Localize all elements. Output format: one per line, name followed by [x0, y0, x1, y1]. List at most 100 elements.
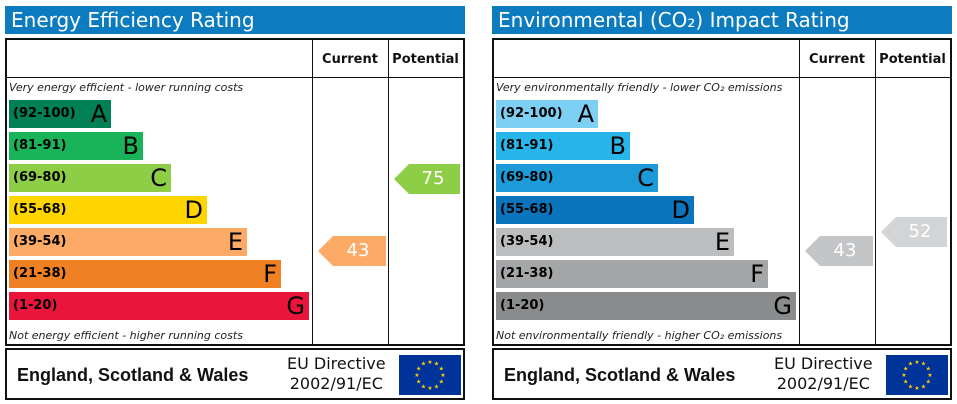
current-rating-arrow: 43 [805, 236, 873, 266]
rating-chart: Current Potential Very environmentally f… [492, 38, 952, 346]
eu-star-icon: ★ [416, 379, 421, 386]
energy-efficiency-panel: Energy Efficiency Rating Current Potenti… [5, 6, 465, 400]
eu-star-icon: ★ [914, 385, 919, 392]
band-range-label: (81-91) [13, 138, 67, 153]
eu-star-icon: ★ [903, 379, 908, 386]
eu-star-icon: ★ [416, 366, 421, 373]
eu-star-icon: ★ [427, 385, 432, 392]
eu-star-icon: ★ [914, 359, 919, 366]
band-letter-label: E [227, 228, 243, 256]
band-range-label: (39-54) [13, 234, 67, 249]
current-rating-value: 43 [833, 240, 857, 261]
eu-star-icon: ★ [440, 372, 445, 379]
environmental-impact-panel: Environmental (CO₂) Impact Rating Curren… [492, 6, 952, 400]
header-divider [494, 77, 950, 78]
eu-star-icon: ★ [927, 372, 932, 379]
band-f: (21-38) F [9, 260, 281, 288]
current-rating-arrow: 43 [318, 236, 386, 266]
band-range-label: (69-80) [500, 170, 554, 185]
panel-title: Environmental (CO₂) Impact Rating [492, 6, 952, 34]
band-letter-label: B [609, 132, 626, 160]
current-rating-arrow-fill [805, 236, 873, 266]
footer-region: England, Scotland & Wales [504, 365, 736, 385]
eu-star-icon: ★ [439, 366, 444, 373]
current-rating-arrow-shape [318, 236, 386, 266]
band-a: (92-100) A [9, 100, 111, 128]
band-range-label: (69-80) [13, 170, 67, 185]
current-column-header: Current [322, 52, 378, 67]
top-caption: Very environmentally friendly - lower CO… [496, 81, 783, 94]
band-f: (21-38) F [496, 260, 768, 288]
band-letter-label: F [750, 260, 764, 288]
footer: England, Scotland & Wales EU Directive 2… [5, 348, 465, 400]
eu-flag-icon: ★★★★★★★★★ ★ ★★ [886, 355, 948, 395]
band-letter-label: A [90, 100, 107, 128]
band-range-label: (1-20) [500, 298, 545, 313]
column-divider [312, 40, 313, 344]
eu-star-icon: ★ [908, 361, 913, 368]
rating-chart: Current Potential Very energy efficient … [5, 38, 465, 346]
potential-rating-arrow: 52 [881, 217, 947, 247]
band-letter-label: A [577, 100, 594, 128]
eu-star-icon: ★ [921, 361, 926, 368]
band-e: (39-54) E [496, 228, 734, 256]
current-column-header: Current [809, 52, 865, 67]
eu-directive-line-1: EU Directive [287, 354, 386, 373]
band-range-label: (1-20) [13, 298, 58, 313]
eu-star-icon: ★ [427, 359, 432, 366]
band-c: (69-80) C [9, 164, 171, 192]
potential-rating-value: 52 [908, 221, 932, 242]
band-letter-label: E [714, 228, 730, 256]
band-c: (69-80) C [496, 164, 658, 192]
eu-star-icon: ★ [908, 383, 913, 390]
band-letter-label: C [150, 164, 167, 192]
band-range-label: (21-38) [500, 266, 554, 281]
eu-star-icon: ★ [926, 379, 931, 386]
potential-rating-arrow-shape [394, 164, 460, 194]
eu-star-icon: ★ [421, 361, 426, 368]
eu-star-icon: ★ [921, 383, 926, 390]
column-divider [875, 40, 876, 344]
eu-directive-line-1: EU Directive [774, 354, 873, 373]
band-letter-label: G [773, 292, 792, 320]
band-g: (1-20) G [496, 292, 796, 320]
band-range-label: (92-100) [13, 106, 76, 121]
eu-star-icon: ★ [439, 379, 444, 386]
bottom-caption: Not environmentally friendly - higher CO… [496, 329, 783, 342]
footer: England, Scotland & Wales EU Directive 2… [492, 348, 952, 400]
eu-star-icon: ★ [421, 383, 426, 390]
band-d: (55-68) D [9, 196, 207, 224]
potential-rating-arrow: 75 [394, 164, 460, 194]
eu-directive: EU Directive 2002/91/EC [774, 354, 873, 394]
band-range-label: (21-38) [13, 266, 67, 281]
footer-region: England, Scotland & Wales [17, 365, 249, 385]
eu-star-icon: ★ [434, 361, 439, 368]
panel-title: Energy Efficiency Rating [5, 6, 465, 34]
band-a: (92-100) A [496, 100, 598, 128]
band-letter-label: B [122, 132, 139, 160]
band-b: (81-91) B [9, 132, 143, 160]
band-range-label: (55-68) [500, 202, 554, 217]
header-divider [7, 77, 463, 78]
potential-rating-arrow-fill [881, 217, 947, 247]
eu-flag-icon: ★★★★★★★★★ ★ ★★ [399, 355, 461, 395]
band-letter-label: F [263, 260, 277, 288]
current-rating-arrow-fill [318, 236, 386, 266]
potential-rating-value: 75 [421, 168, 445, 189]
band-range-label: (81-91) [500, 138, 554, 153]
band-letter-label: C [637, 164, 654, 192]
current-rating-arrow-shape [805, 236, 873, 266]
band-g: (1-20) G [9, 292, 309, 320]
top-caption: Very energy efficient - lower running co… [9, 81, 244, 94]
band-range-label: (39-54) [500, 234, 554, 249]
eu-star-icon: ★ [926, 366, 931, 373]
eu-directive-line-2: 2002/91/EC [776, 374, 870, 393]
band-range-label: (92-100) [500, 106, 563, 121]
eu-star-icon: ★ [414, 372, 419, 379]
potential-column-header: Potential [879, 52, 946, 67]
band-b: (81-91) B [496, 132, 630, 160]
current-rating-value: 43 [346, 240, 370, 261]
band-letter-label: D [671, 196, 690, 224]
band-letter-label: G [286, 292, 305, 320]
band-e: (39-54) E [9, 228, 247, 256]
